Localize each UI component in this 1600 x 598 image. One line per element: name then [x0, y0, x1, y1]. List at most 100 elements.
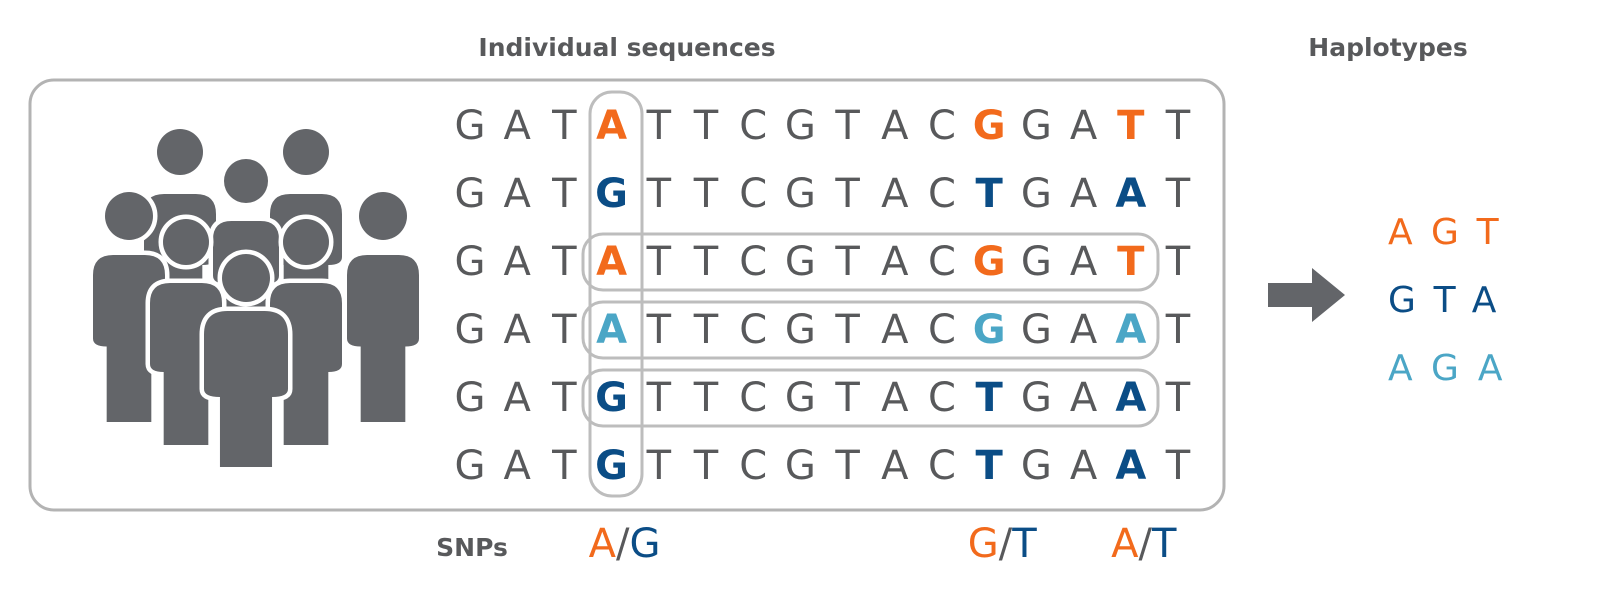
snp-base: A — [1115, 443, 1146, 489]
haplotype-list: AGT GTA AGA — [1388, 212, 1522, 389]
snp-base: T — [976, 375, 1004, 421]
sequences-panel — [28, 78, 1226, 512]
base: G — [1021, 171, 1052, 217]
base: G — [785, 375, 816, 421]
snp-base: T — [1117, 239, 1145, 285]
base: T — [834, 239, 860, 285]
base: C — [739, 375, 767, 421]
snp-base: T — [976, 443, 1004, 489]
base: T — [646, 375, 672, 421]
base: A — [1070, 443, 1098, 489]
base: G — [785, 171, 816, 217]
base: T — [551, 103, 577, 149]
base: G — [785, 443, 816, 489]
base: T — [646, 443, 672, 489]
base: A — [504, 171, 532, 217]
base: T — [693, 239, 719, 285]
base: C — [739, 307, 767, 353]
base: A — [504, 375, 532, 421]
base: A — [1070, 307, 1098, 353]
base: C — [928, 307, 956, 353]
snp-base: A — [596, 307, 627, 353]
group-of-people-icon — [88, 124, 424, 472]
base: T — [834, 171, 860, 217]
snp-base: A — [1115, 375, 1146, 421]
base: A — [881, 375, 909, 421]
base: T — [551, 307, 577, 353]
snp-legend: SNPs A/G G/T A/T — [436, 521, 1177, 567]
base: G — [455, 375, 486, 421]
base: G — [1021, 443, 1052, 489]
base: C — [928, 443, 956, 489]
sequence-alignment: G A T A T T C G T A C G G A T TG A T G T T C G T A C T G A A TG A T A T T C G… — [455, 103, 1191, 489]
base: A — [881, 239, 909, 285]
base: T — [646, 307, 672, 353]
base: T — [1165, 171, 1191, 217]
base: G — [455, 307, 486, 353]
base: C — [928, 239, 956, 285]
base: G — [1021, 239, 1052, 285]
base: C — [739, 443, 767, 489]
base: G — [455, 171, 486, 217]
base: T — [693, 375, 719, 421]
base: T — [693, 307, 719, 353]
snp-base: G — [973, 307, 1006, 353]
haplotype-row-box — [581, 232, 1160, 292]
haplotypes-title: Haplotypes — [1308, 33, 1467, 62]
base: C — [928, 171, 956, 217]
base: G — [1021, 375, 1052, 421]
snp-alleles: G/T — [968, 521, 1037, 567]
base: T — [551, 239, 577, 285]
snp-alleles: A/T — [1111, 521, 1177, 567]
haplotype-row-box — [581, 368, 1160, 428]
base: G — [455, 103, 486, 149]
base: G — [785, 239, 816, 285]
sequences-title: Individual sequences — [478, 33, 775, 62]
base: A — [1070, 171, 1098, 217]
snp-base: A — [596, 103, 627, 149]
base: A — [504, 103, 532, 149]
base: A — [881, 103, 909, 149]
snp-base: T — [1117, 103, 1145, 149]
base: A — [1070, 375, 1098, 421]
snp-base: G — [595, 443, 628, 489]
haplotype-1: AGT — [1388, 212, 1518, 253]
person — [88, 187, 170, 427]
haplotype-highlight-boxes — [581, 90, 1160, 498]
haplotype-2: GTA — [1388, 280, 1515, 321]
base: A — [1070, 239, 1098, 285]
base: T — [693, 443, 719, 489]
base: G — [785, 103, 816, 149]
base: C — [739, 239, 767, 285]
base: T — [551, 171, 577, 217]
base: A — [881, 171, 909, 217]
base: G — [785, 307, 816, 353]
snp-base: G — [595, 375, 628, 421]
snp-base: A — [596, 239, 627, 285]
snp-base: T — [976, 171, 1004, 217]
snp-base: G — [973, 103, 1006, 149]
base: G — [455, 239, 486, 285]
haplotype-3: AGA — [1388, 348, 1522, 389]
snps-label: SNPs — [436, 533, 508, 562]
base: T — [551, 375, 577, 421]
snp-column-box — [588, 90, 644, 498]
base: G — [1021, 307, 1052, 353]
base: T — [693, 171, 719, 217]
base: T — [646, 103, 672, 149]
base: T — [646, 171, 672, 217]
arrow-right-icon — [1268, 268, 1345, 322]
base: T — [1165, 443, 1191, 489]
snp-base: G — [973, 239, 1006, 285]
base: T — [1165, 375, 1191, 421]
base: C — [928, 375, 956, 421]
snp-base: A — [1115, 307, 1146, 353]
base: G — [455, 443, 486, 489]
base: A — [881, 443, 909, 489]
